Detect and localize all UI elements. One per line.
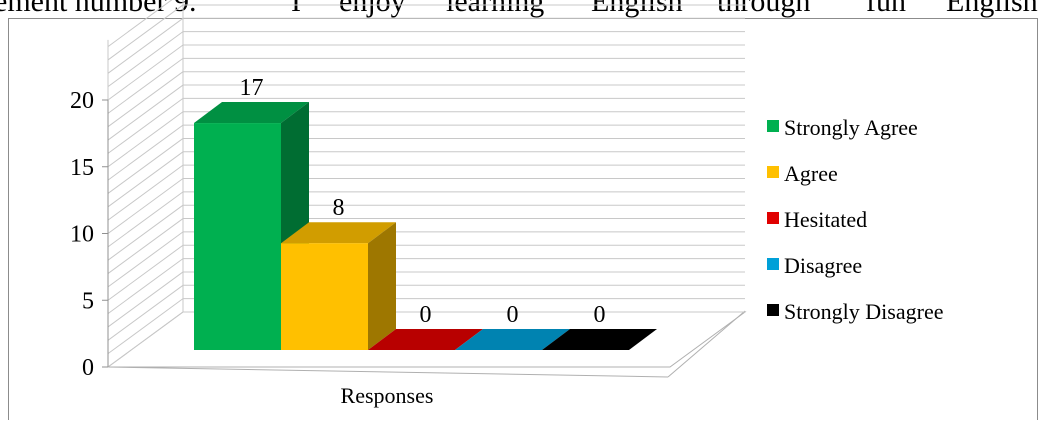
side-gridline — [107, 4, 184, 61]
chart-bars — [194, 102, 657, 350]
side-gridline — [107, 44, 184, 101]
y-tick-label: 10 — [70, 222, 94, 248]
legend-swatch — [767, 258, 779, 270]
bar-strongly-disagree — [542, 329, 657, 350]
side-gridline — [107, 244, 184, 301]
bar-top-face — [368, 329, 483, 350]
chart-legend: Strongly Agree Agree Hesitated Disagree Stro… — [767, 115, 943, 324]
legend-swatch — [767, 212, 779, 224]
legend-item: Disagree — [767, 253, 862, 278]
legend-item: Strongly Disagree — [767, 299, 943, 324]
floor-right-edge — [667, 310, 746, 378]
y-tick-label: 0 — [82, 355, 94, 381]
side-gridline — [107, 17, 184, 74]
bar-side-face — [368, 222, 396, 350]
bar-hesitated — [368, 329, 483, 350]
header-word: learning — [446, 0, 545, 18]
data-label: 8 — [333, 195, 345, 221]
side-gridline — [107, 231, 184, 288]
legend-label: Strongly Disagree — [784, 299, 943, 324]
header-word: ement number 9. — [0, 0, 197, 18]
x-axis-label: Responses — [341, 383, 434, 408]
legend-item: Agree — [767, 161, 838, 186]
legend-item: Hesitated — [767, 207, 867, 232]
legend-item: Strongly Agree — [767, 115, 918, 140]
data-label: 0 — [507, 302, 519, 328]
side-gridline — [107, 57, 184, 114]
side-gridline — [107, 298, 184, 355]
side-gridline — [107, 218, 184, 274]
legend-label: Strongly Agree — [784, 115, 918, 140]
side-gridline — [107, 0, 173, 48]
bar-top-face — [281, 222, 396, 244]
side-gridline — [107, 97, 184, 154]
data-label: 0 — [594, 302, 606, 328]
data-label: 0 — [420, 302, 432, 328]
side-gridline — [107, 31, 184, 88]
legend-label: Disagree — [784, 253, 862, 278]
side-gridline — [107, 84, 184, 141]
side-gridline — [107, 164, 184, 221]
side-gridline — [107, 178, 184, 234]
legend-swatch — [767, 304, 779, 316]
side-gridline — [107, 191, 184, 248]
side-gridline — [107, 138, 184, 194]
side-gridline — [107, 258, 184, 315]
y-tick-label: 5 — [82, 288, 94, 314]
side-gridline — [107, 151, 184, 208]
bar-front-face — [281, 243, 368, 350]
header-word: English — [946, 0, 1038, 18]
bar-disagree — [455, 329, 570, 350]
legend-swatch — [767, 166, 779, 178]
header-word: fun — [866, 0, 906, 18]
bar-agree — [281, 222, 396, 350]
bar-top-face — [194, 102, 309, 124]
side-gridline — [107, 311, 184, 368]
side-gridline — [107, 71, 184, 128]
floor-front-edge — [107, 366, 669, 378]
header-word: enjoy — [339, 0, 406, 18]
header-word: through — [717, 0, 811, 18]
legend-label: Agree — [784, 161, 838, 186]
bar-top-face — [542, 329, 657, 350]
chart-data-labels: 17 8 0 0 0 — [240, 75, 606, 328]
y-tick-label: 20 — [70, 88, 94, 114]
legend-label: Hesitated — [784, 207, 867, 232]
side-gridline — [107, 124, 184, 181]
side-gridline — [107, 284, 184, 341]
y-tick-label: 15 — [70, 155, 94, 181]
side-gridline — [107, 111, 184, 168]
header-word: I — [291, 0, 301, 18]
bar-top-face — [455, 329, 570, 350]
side-gridline — [107, 204, 184, 261]
bar-front-face — [194, 123, 281, 350]
header-word: English — [591, 0, 683, 18]
header-text-line: ement number 9. I enjoy learning English… — [0, 0, 1046, 17]
data-label: 17 — [240, 75, 264, 101]
legend-swatch — [767, 120, 779, 132]
side-gridline — [107, 271, 184, 328]
chart-axes: 0 5 10 15 20 Responses — [70, 88, 433, 408]
